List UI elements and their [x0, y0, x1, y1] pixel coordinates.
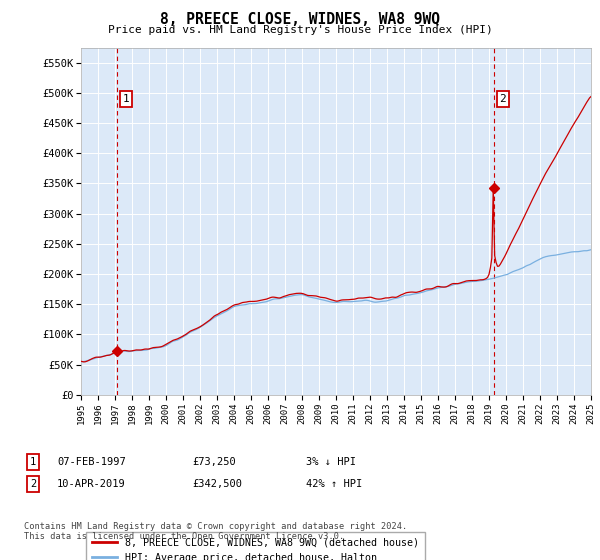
Text: Contains HM Land Registry data © Crown copyright and database right 2024.
This d: Contains HM Land Registry data © Crown c…: [24, 522, 407, 542]
Text: 07-FEB-1997: 07-FEB-1997: [57, 457, 126, 467]
Text: 10-APR-2019: 10-APR-2019: [57, 479, 126, 489]
Text: Price paid vs. HM Land Registry's House Price Index (HPI): Price paid vs. HM Land Registry's House …: [107, 25, 493, 35]
Text: 42% ↑ HPI: 42% ↑ HPI: [306, 479, 362, 489]
Legend: 8, PREECE CLOSE, WIDNES, WA8 9WQ (detached house), HPI: Average price, detached : 8, PREECE CLOSE, WIDNES, WA8 9WQ (detach…: [86, 532, 425, 560]
Text: 1: 1: [122, 94, 129, 104]
Text: 3% ↓ HPI: 3% ↓ HPI: [306, 457, 356, 467]
Text: £73,250: £73,250: [192, 457, 236, 467]
Text: 1: 1: [30, 457, 36, 467]
Text: 8, PREECE CLOSE, WIDNES, WA8 9WQ: 8, PREECE CLOSE, WIDNES, WA8 9WQ: [160, 12, 440, 27]
Text: £342,500: £342,500: [192, 479, 242, 489]
Text: 2: 2: [500, 94, 506, 104]
Text: 2: 2: [30, 479, 36, 489]
